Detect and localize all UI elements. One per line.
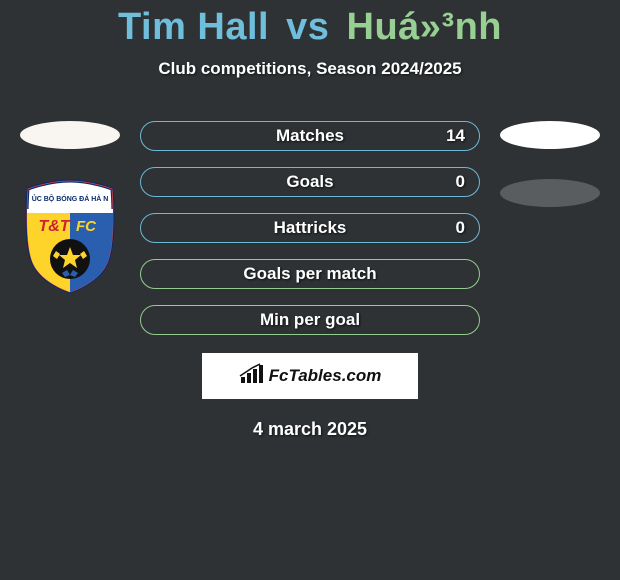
svg-text:ỦC BỘ BÓNG ĐÁ HÀ N: ỦC BỘ BÓNG ĐÁ HÀ N <box>32 194 109 203</box>
stat-row-matches: Matches 14 <box>140 121 480 151</box>
stat-label: Matches <box>276 126 344 146</box>
vs-text: vs <box>286 6 329 48</box>
stat-row-goals-per-match: Goals per match <box>140 259 480 289</box>
brand-box: FcTables.com <box>202 353 418 399</box>
stat-value: 0 <box>456 172 465 192</box>
stat-row-min-per-goal: Min per goal <box>140 305 480 335</box>
stat-label: Min per goal <box>260 310 360 330</box>
stat-label: Goals per match <box>243 264 376 284</box>
stat-row-goals: Goals 0 <box>140 167 480 197</box>
date-text: 4 march 2025 <box>0 419 620 440</box>
stats-section: ỦC BỘ BÓNG ĐÁ HÀ N T&T FC Matches 14 Goa… <box>0 121 620 335</box>
svg-text:T&T: T&T <box>38 218 70 235</box>
player2-ellipse-2 <box>500 179 600 207</box>
club-logo: ỦC BỘ BÓNG ĐÁ HÀ N T&T FC <box>20 179 120 294</box>
stat-rows: Matches 14 Goals 0 Hattricks 0 Goals per… <box>140 121 480 335</box>
page-title: Tim Hall vs Huá»³nh <box>0 0 620 49</box>
subtitle: Club competitions, Season 2024/2025 <box>0 59 620 79</box>
stat-value: 14 <box>446 126 465 146</box>
player1-ellipse <box>20 121 120 149</box>
left-badge-column: ỦC BỘ BÓNG ĐÁ HÀ N T&T FC <box>10 121 130 294</box>
stat-label: Hattricks <box>274 218 347 238</box>
right-badge-column <box>490 121 610 207</box>
stat-row-hattricks: Hattricks 0 <box>140 213 480 243</box>
svg-text:FC: FC <box>76 218 97 235</box>
chart-icon <box>239 363 265 390</box>
player2-name: Huá»³nh <box>347 6 503 48</box>
player1-name: Tim Hall <box>118 6 269 48</box>
stat-value: 0 <box>456 218 465 238</box>
stat-label: Goals <box>286 172 333 192</box>
brand-text: FcTables.com <box>269 366 382 386</box>
player2-ellipse-1 <box>500 121 600 149</box>
